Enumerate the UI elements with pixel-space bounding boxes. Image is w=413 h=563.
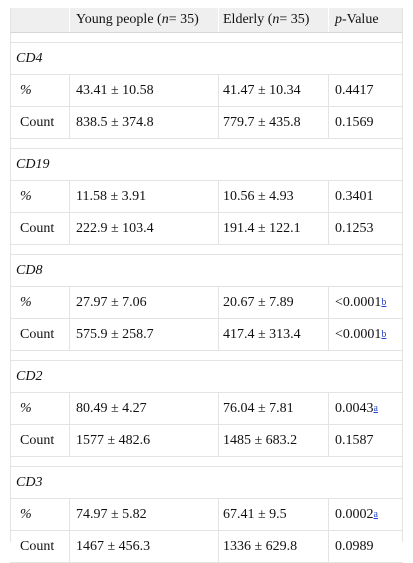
footnote-marker: a: [374, 510, 378, 520]
table-row: % 80.49 ± 4.27 76.04 ± 7.81 0.0043 a: [10, 393, 403, 425]
p-value: 0.0989: [335, 538, 374, 554]
group-name: CD3: [16, 474, 43, 490]
footnote-marker: b: [381, 298, 386, 308]
p-value-cell: 0.0043 a: [328, 393, 403, 424]
young-value: 74.97 ± 5.82: [69, 499, 218, 530]
group-name: CD4: [16, 50, 43, 66]
row-label: %: [20, 188, 32, 204]
elderly-value: 779.7 ± 435.8: [218, 107, 328, 138]
row-label: Count: [20, 538, 55, 554]
footnote-marker: b: [381, 330, 386, 340]
table-row: Count 1577 ± 482.6 1485 ± 683.2 0.1587: [10, 425, 403, 457]
young-value: 1577 ± 482.6: [69, 425, 218, 456]
header-p-suffix: -Value: [342, 12, 379, 27]
data-table: Young people (n = 35) Elderly (n = 35) p…: [10, 8, 403, 563]
p-value: 0.0043: [335, 400, 374, 416]
p-value: <0.0001: [335, 294, 382, 310]
table-row: Count 1467 ± 456.3 1336 ± 629.8 0.0989: [10, 531, 403, 563]
table-row: Count 838.5 ± 374.8 779.7 ± 435.8 0.1569: [10, 107, 403, 139]
elderly-value: 1485 ± 683.2: [218, 425, 328, 456]
row-label: Count: [20, 114, 55, 130]
footnote-link[interactable]: a: [373, 403, 378, 414]
footnote-link[interactable]: a: [373, 509, 378, 520]
group-header-row: CD8: [10, 255, 403, 287]
group-spacer: [10, 245, 403, 255]
p-value-cell: 0.0002 a: [328, 499, 403, 530]
p-value-cell: 0.4417: [328, 75, 403, 106]
young-value: 43.41 ± 10.58: [69, 75, 218, 106]
header-p-value: p -Value: [328, 8, 403, 32]
header-young-people: Young people (n = 35): [69, 8, 218, 32]
footnote-link[interactable]: b: [381, 297, 387, 308]
row-label: %: [20, 400, 32, 416]
p-value-cell: 0.1587: [328, 425, 403, 456]
p-value-cell: 0.3401: [328, 181, 403, 212]
elderly-value: 20.67 ± 7.89: [218, 287, 328, 318]
elderly-value: 1336 ± 629.8: [218, 531, 328, 562]
p-value-cell: 0.1569: [328, 107, 403, 138]
table-row: % 43.41 ± 10.58 41.47 ± 10.34 0.4417: [10, 75, 403, 107]
group-spacer: [10, 33, 403, 43]
p-value: 0.1587: [335, 432, 374, 448]
group-header-row: CD2: [10, 361, 403, 393]
header-elderly: Elderly (n = 35): [218, 8, 328, 32]
young-value: 575.9 ± 258.7: [69, 319, 218, 350]
row-label: %: [20, 506, 32, 522]
p-value: 0.3401: [335, 188, 374, 204]
header-young-n: n: [161, 12, 169, 27]
p-value: 0.0002: [335, 506, 374, 522]
p-value: 0.1569: [335, 114, 374, 130]
p-value-cell: 0.0989: [328, 531, 403, 562]
p-value: 0.4417: [335, 82, 374, 98]
young-value: 838.5 ± 374.8: [69, 107, 218, 138]
young-value: 1467 ± 456.3: [69, 531, 218, 562]
group-spacer: [10, 351, 403, 361]
elderly-value: 67.41 ± 9.5: [218, 499, 328, 530]
elderly-value: 191.4 ± 122.1: [218, 213, 328, 244]
elderly-value: 417.4 ± 313.4: [218, 319, 328, 350]
table-body: CD4% 43.41 ± 10.58 41.47 ± 10.34 0.4417 Coun…: [10, 33, 403, 563]
p-value-cell: <0.0001 b: [328, 319, 403, 350]
elderly-value: 76.04 ± 7.81: [218, 393, 328, 424]
header-p-prefix: p: [335, 12, 342, 27]
footnote-marker: a: [374, 404, 378, 414]
table-row: % 74.97 ± 5.82 67.41 ± 9.5 0.0002 a: [10, 499, 403, 531]
table-header-row: Young people (n = 35) Elderly (n = 35) p…: [10, 8, 403, 33]
p-value-cell: 0.1253: [328, 213, 403, 244]
group-name: CD19: [16, 156, 50, 172]
table-row: % 11.58 ± 3.91 10.56 ± 4.93 0.3401: [10, 181, 403, 213]
young-value: 11.58 ± 3.91: [69, 181, 218, 212]
p-value: 0.1253: [335, 220, 374, 236]
header-elderly-suffix: = 35): [279, 12, 310, 27]
elderly-value: 41.47 ± 10.34: [218, 75, 328, 106]
header-elderly-prefix: Elderly (: [223, 12, 273, 27]
elderly-value: 10.56 ± 4.93: [218, 181, 328, 212]
row-label: Count: [20, 432, 55, 448]
group-header-row: CD4: [10, 43, 403, 75]
young-value: 80.49 ± 4.27: [69, 393, 218, 424]
footnote-link[interactable]: b: [381, 329, 387, 340]
young-value: 27.97 ± 7.06: [69, 287, 218, 318]
table-row: Count 222.9 ± 103.4 191.4 ± 122.1 0.1253: [10, 213, 403, 245]
row-label: Count: [20, 326, 55, 342]
p-value: <0.0001: [335, 326, 382, 342]
group-header-row: CD19: [10, 149, 403, 181]
group-name: CD2: [16, 368, 43, 384]
young-value: 222.9 ± 103.4: [69, 213, 218, 244]
header-young-suffix: = 35): [168, 12, 199, 27]
p-value-cell: <0.0001 b: [328, 287, 403, 318]
header-elderly-n: n: [272, 12, 280, 27]
row-label: %: [20, 82, 32, 98]
table-row: % 27.97 ± 7.06 20.67 ± 7.89 <0.0001 b: [10, 287, 403, 319]
group-header-row: CD3: [10, 467, 403, 499]
header-blank-cell: [10, 8, 69, 32]
row-label: Count: [20, 220, 55, 236]
row-label: %: [20, 294, 32, 310]
table-row: Count 575.9 ± 258.7 417.4 ± 313.4 <0.0001 b: [10, 319, 403, 351]
group-name: CD8: [16, 262, 43, 278]
group-spacer: [10, 457, 403, 467]
header-young-prefix: Young people (: [76, 12, 162, 27]
group-spacer: [10, 139, 403, 149]
